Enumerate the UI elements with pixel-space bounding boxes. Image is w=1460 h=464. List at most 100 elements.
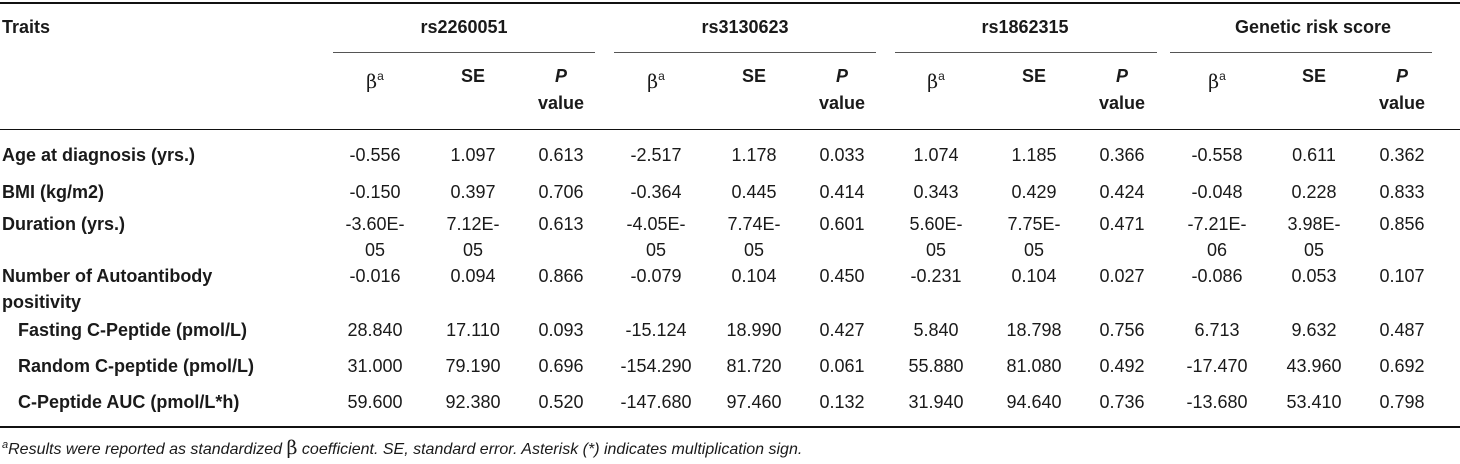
table-cell: 0.104 xyxy=(1011,266,1057,286)
traits-header: Traits xyxy=(2,17,51,37)
table-cell: 0.520 xyxy=(538,392,584,412)
table-cell: -3.60E- xyxy=(345,214,405,234)
table-cell: 0.107 xyxy=(1379,266,1425,286)
table-cell: 0.414 xyxy=(819,182,865,202)
table-bottom-rule xyxy=(0,426,1460,428)
table-cell: 0.471 xyxy=(1099,214,1145,234)
group-header: rs3130623 xyxy=(701,17,789,37)
table-cell: 97.460 xyxy=(726,392,782,412)
group-header: rs1862315 xyxy=(981,17,1069,37)
table-cell: 31.940 xyxy=(908,392,964,412)
table-cell: 05 xyxy=(743,240,765,260)
trait-label-line2: positivity xyxy=(2,292,82,312)
table-cell: 92.380 xyxy=(445,392,501,412)
table-cell: 7.75E- xyxy=(1007,214,1061,234)
group-underline xyxy=(333,52,595,53)
table-cell: 05 xyxy=(645,240,667,260)
table-cell: 0.053 xyxy=(1291,266,1337,286)
table-cell: 0.027 xyxy=(1099,266,1145,286)
table-cell: -13.680 xyxy=(1186,392,1248,412)
table-top-rule xyxy=(0,2,1460,4)
trait-label: Number of Autoantibody xyxy=(2,266,213,286)
table-cell: 05 xyxy=(925,240,947,260)
table-cell: 0.093 xyxy=(538,320,584,340)
table-cell: 1.185 xyxy=(1011,145,1057,165)
table-cell: 0.611 xyxy=(1292,145,1336,165)
table-cell: -0.048 xyxy=(1191,182,1243,202)
table-cell: 81.080 xyxy=(1006,356,1062,376)
table-cell: -0.150 xyxy=(349,182,401,202)
header-bottom-rule xyxy=(0,129,1460,130)
group-underline xyxy=(1170,52,1432,53)
table-cell: 0.228 xyxy=(1291,182,1337,202)
table-cell: 0.450 xyxy=(819,266,865,286)
beta-header: βa xyxy=(616,64,696,94)
table-cell: 0.094 xyxy=(450,266,496,286)
table-cell: 0.692 xyxy=(1379,356,1425,376)
table-cell: 0.061 xyxy=(819,356,865,376)
trait-label: BMI (kg/m2) xyxy=(2,182,105,202)
group-underline xyxy=(614,52,876,53)
table-cell: -0.364 xyxy=(630,182,682,202)
table-cell: 59.600 xyxy=(347,392,403,412)
table-cell: -15.124 xyxy=(625,320,687,340)
group-header: Genetic risk score xyxy=(1234,17,1392,37)
table-cell: 18.990 xyxy=(726,320,782,340)
table-cell: 1.074 xyxy=(913,145,959,165)
table-cell: 0.424 xyxy=(1099,182,1145,202)
table-cell: 7.12E- xyxy=(446,214,500,234)
table-cell: 43.960 xyxy=(1286,356,1342,376)
table-cell: 05 xyxy=(364,240,386,260)
table-cell: 0.866 xyxy=(538,266,584,286)
p-header-value: value xyxy=(1098,93,1146,113)
table-cell: 53.410 xyxy=(1286,392,1342,412)
table-cell: -0.558 xyxy=(1191,145,1243,165)
table-cell: 94.640 xyxy=(1006,392,1062,412)
se-header: SE xyxy=(1021,66,1046,86)
beta-superscript: a xyxy=(658,69,665,83)
table-cell: 05 xyxy=(462,240,484,260)
table-cell: 0.696 xyxy=(538,356,584,376)
table-cell: -154.290 xyxy=(620,356,692,376)
trait-label: Age at diagnosis (yrs.) xyxy=(2,145,196,165)
se-header: SE xyxy=(1301,66,1326,86)
trait-label: Random C-peptide (pmol/L) xyxy=(18,356,254,376)
table-cell: 7.74E- xyxy=(727,214,781,234)
table-cell: 79.190 xyxy=(445,356,501,376)
table-cell: 0.613 xyxy=(538,145,584,165)
table-cell: 0.445 xyxy=(731,182,777,202)
table-cell: -17.470 xyxy=(1186,356,1248,376)
table-cell: 55.880 xyxy=(908,356,964,376)
table-cell: 9.632 xyxy=(1291,320,1337,340)
table-cell: 5.60E- xyxy=(909,214,963,234)
beta-symbol: β xyxy=(1208,71,1220,93)
table-cell: 0.104 xyxy=(731,266,777,286)
se-header: SE xyxy=(741,66,766,86)
beta-symbol: β xyxy=(927,71,939,93)
table-cell: 0.397 xyxy=(450,182,496,202)
footnote-marker: a xyxy=(2,439,9,451)
table-cell: 0.132 xyxy=(819,392,865,412)
table-cell: -0.556 xyxy=(349,145,401,165)
table-cell: 0.706 xyxy=(538,182,584,202)
footnote-text-1: Results were reported as standardized xyxy=(8,441,287,458)
table-cell: 0.366 xyxy=(1099,145,1145,165)
table-cell: 31.000 xyxy=(347,356,403,376)
group-header: rs2260051 xyxy=(420,17,508,37)
table-cell: 0.343 xyxy=(913,182,959,202)
table-cell: 3.98E- xyxy=(1287,214,1341,234)
footnote-text-2: coefficient. SE, standard error. Asteris… xyxy=(297,441,803,458)
table-cell: 0.487 xyxy=(1379,320,1425,340)
beta-symbol: β xyxy=(647,71,659,93)
table-cell: 0.856 xyxy=(1379,214,1425,234)
footnote-beta-symbol: β xyxy=(286,437,298,459)
table-cell: 05 xyxy=(1023,240,1045,260)
table-cell: 0.833 xyxy=(1379,182,1425,202)
table-cell: -0.086 xyxy=(1191,266,1243,286)
table-cell: -0.016 xyxy=(349,266,401,286)
trait-label: Fasting C-Peptide (pmol/L) xyxy=(18,320,247,340)
table-cell: 0.427 xyxy=(819,320,865,340)
table-cell: 0.033 xyxy=(819,145,865,165)
beta-superscript: a xyxy=(938,69,945,83)
table-cell: 0.429 xyxy=(1011,182,1057,202)
